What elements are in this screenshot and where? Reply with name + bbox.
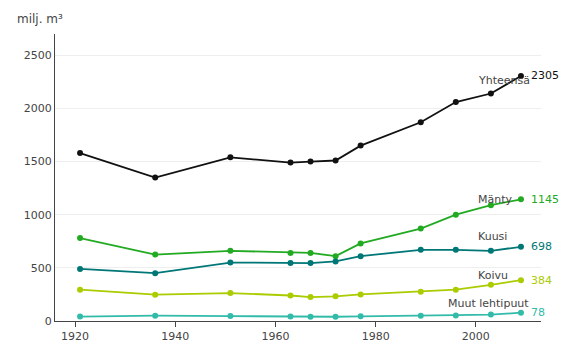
svg-text:1500: 1500 [24,155,52,168]
svg-text:Muut lehtipuut: Muut lehtipuut [448,297,529,310]
svg-text:Yhteensä: Yhteensä [478,74,530,87]
svg-text:1940: 1940 [161,330,189,343]
svg-text:milj. m³: milj. m³ [17,12,63,26]
svg-text:2000: 2000 [24,102,52,115]
svg-text:Koivu: Koivu [478,269,508,282]
svg-text:1960: 1960 [261,330,289,343]
svg-text:698: 698 [531,240,552,253]
svg-text:2500: 2500 [24,49,52,62]
svg-text:2305: 2305 [531,69,559,82]
svg-text:78: 78 [531,306,545,319]
svg-text:1000: 1000 [24,209,52,222]
svg-text:384: 384 [531,274,552,287]
svg-text:0: 0 [45,315,52,328]
svg-text:Mänty: Mänty [478,193,513,206]
svg-text:1920: 1920 [61,330,89,343]
svg-text:1145: 1145 [531,193,559,206]
svg-text:500: 500 [31,262,52,275]
svg-text:1980: 1980 [362,330,390,343]
svg-text:2000: 2000 [462,330,490,343]
svg-text:Kuusi: Kuusi [478,230,507,243]
